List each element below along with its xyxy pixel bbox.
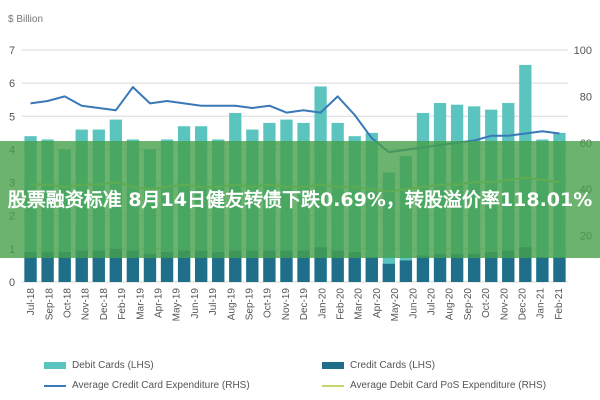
bar-credit-cards — [58, 252, 71, 282]
bar-credit-cards — [212, 252, 225, 282]
right-tick-label: 100 — [574, 45, 592, 57]
bar-credit-cards — [433, 253, 447, 282]
x-axis-ticks: Jul-18 Sep-18 Oct-18 Nov-18 Dec-18 Feb-19 Mar-… — [26, 288, 565, 322]
x-tick-label: Dec-20 — [518, 288, 529, 321]
bar-credit-cards — [195, 250, 208, 282]
x-tick-label: Oct-18 — [63, 288, 74, 318]
legend-swatch-credit — [322, 362, 344, 369]
x-tick-label: Sep-20 — [463, 288, 474, 321]
x-tick-label: Jun-19 — [190, 288, 201, 319]
bar-credit-cards — [160, 252, 174, 282]
legend-item-avg-debit: Average Debit Card PoS Expenditure (RHS) — [322, 380, 546, 391]
legend-item-credit: Credit Cards (LHS) — [322, 360, 435, 371]
bar-credit-cards — [24, 252, 37, 282]
bar-credit-cards — [280, 250, 293, 282]
left-tick-label: 0 — [9, 277, 15, 289]
x-tick-label: Oct-19 — [263, 288, 274, 318]
bar-credit-cards — [297, 250, 310, 282]
bar-credit-cards — [468, 253, 481, 282]
left-tick-label: 5 — [9, 111, 15, 123]
x-tick-label: Sep-19 — [245, 288, 256, 321]
bar-credit-cards — [263, 250, 276, 282]
bar-credit-cards — [126, 250, 140, 282]
x-tick-label: Jun-20 — [408, 288, 419, 319]
x-tick-label: Jan-21 — [536, 288, 547, 319]
x-tick-label: May-20 — [390, 288, 401, 322]
bar-credit-cards — [536, 257, 549, 282]
legend-swatch-avg-debit — [322, 384, 344, 387]
bar-credit-cards — [246, 250, 259, 282]
x-tick-label: Feb-21 — [554, 288, 565, 320]
x-tick-label: Nov-20 — [499, 288, 510, 321]
x-tick-label: Jan-20 — [317, 288, 328, 319]
x-tick-label: May-19 — [172, 288, 183, 322]
left-tick-label: 6 — [9, 78, 15, 90]
legend-item-debit: Debit Cards (LHS) — [44, 360, 154, 371]
x-tick-label: Jul-18 — [26, 288, 37, 316]
legend-label-credit: Credit Cards (LHS) — [350, 360, 436, 371]
x-tick-label: Sep-18 — [44, 288, 55, 321]
bar-credit-cards — [553, 257, 566, 282]
left-tick-label: 7 — [9, 45, 15, 57]
left-axis-unit: $ Billion — [8, 14, 43, 25]
x-tick-label: Mar-19 — [135, 288, 146, 320]
x-tick-label: Aug-20 — [445, 288, 456, 321]
x-tick-label: Jul-19 — [208, 288, 219, 316]
legend-swatch-avg-credit — [44, 384, 66, 387]
x-tick-label: Feb-20 — [336, 288, 347, 320]
x-tick-label: Feb-19 — [117, 288, 128, 320]
x-tick-label: Apr-19 — [154, 288, 165, 318]
bar-credit-cards — [229, 250, 242, 282]
x-tick-label: Nov-19 — [281, 288, 292, 321]
bar-credit-cards — [450, 253, 464, 282]
legend-swatch-debit — [44, 362, 66, 369]
bar-credit-cards — [502, 250, 515, 282]
x-tick-label: Dec-19 — [299, 288, 310, 321]
chart-legend: Debit Cards (LHS) Credit Cards (LHS) Ave… — [0, 358, 600, 400]
legend-item-avg-credit: Average Credit Card Expenditure (RHS) — [44, 380, 250, 391]
bar-credit-cards — [75, 250, 88, 282]
x-tick-label: Aug-19 — [226, 288, 237, 321]
right-tick-label: 80 — [580, 91, 592, 103]
x-tick-label: Jul-20 — [427, 288, 438, 316]
bar-credit-cards — [399, 260, 413, 282]
legend-label-avg-debit: Average Debit Card PoS Expenditure (RHS) — [350, 380, 547, 391]
legend-label-debit: Debit Cards (LHS) — [72, 360, 154, 371]
bar-credit-cards — [92, 250, 105, 282]
headline-text: 股票融资标准 8月14日健友转债下跌0.69%，转股溢价率118.01% — [7, 188, 593, 211]
bar-credit-cards — [485, 252, 498, 282]
x-tick-label: Nov-18 — [81, 288, 92, 321]
x-tick-label: Oct-20 — [481, 288, 492, 318]
bar-credit-cards — [365, 257, 378, 282]
bar-credit-cards — [382, 263, 395, 282]
bar-credit-cards — [41, 252, 54, 282]
x-tick-label: Mar-20 — [354, 288, 365, 320]
bar-credit-cards — [331, 250, 344, 282]
line-avg-credit-card-expenditure — [30, 86, 560, 154]
bar-credit-cards — [143, 253, 157, 282]
bar-credit-cards — [177, 250, 191, 282]
x-tick-label: Dec-18 — [99, 288, 110, 321]
x-tick-label: Apr-20 — [372, 288, 383, 318]
legend-label-avg-credit: Average Credit Card Expenditure (RHS) — [72, 380, 250, 391]
bar-credit-cards — [348, 252, 361, 282]
headline-banner: 股票融资标准 8月14日健友转债下跌0.69%，转股溢价率118.01% — [0, 141, 600, 258]
bar-credit-cards — [416, 255, 430, 282]
